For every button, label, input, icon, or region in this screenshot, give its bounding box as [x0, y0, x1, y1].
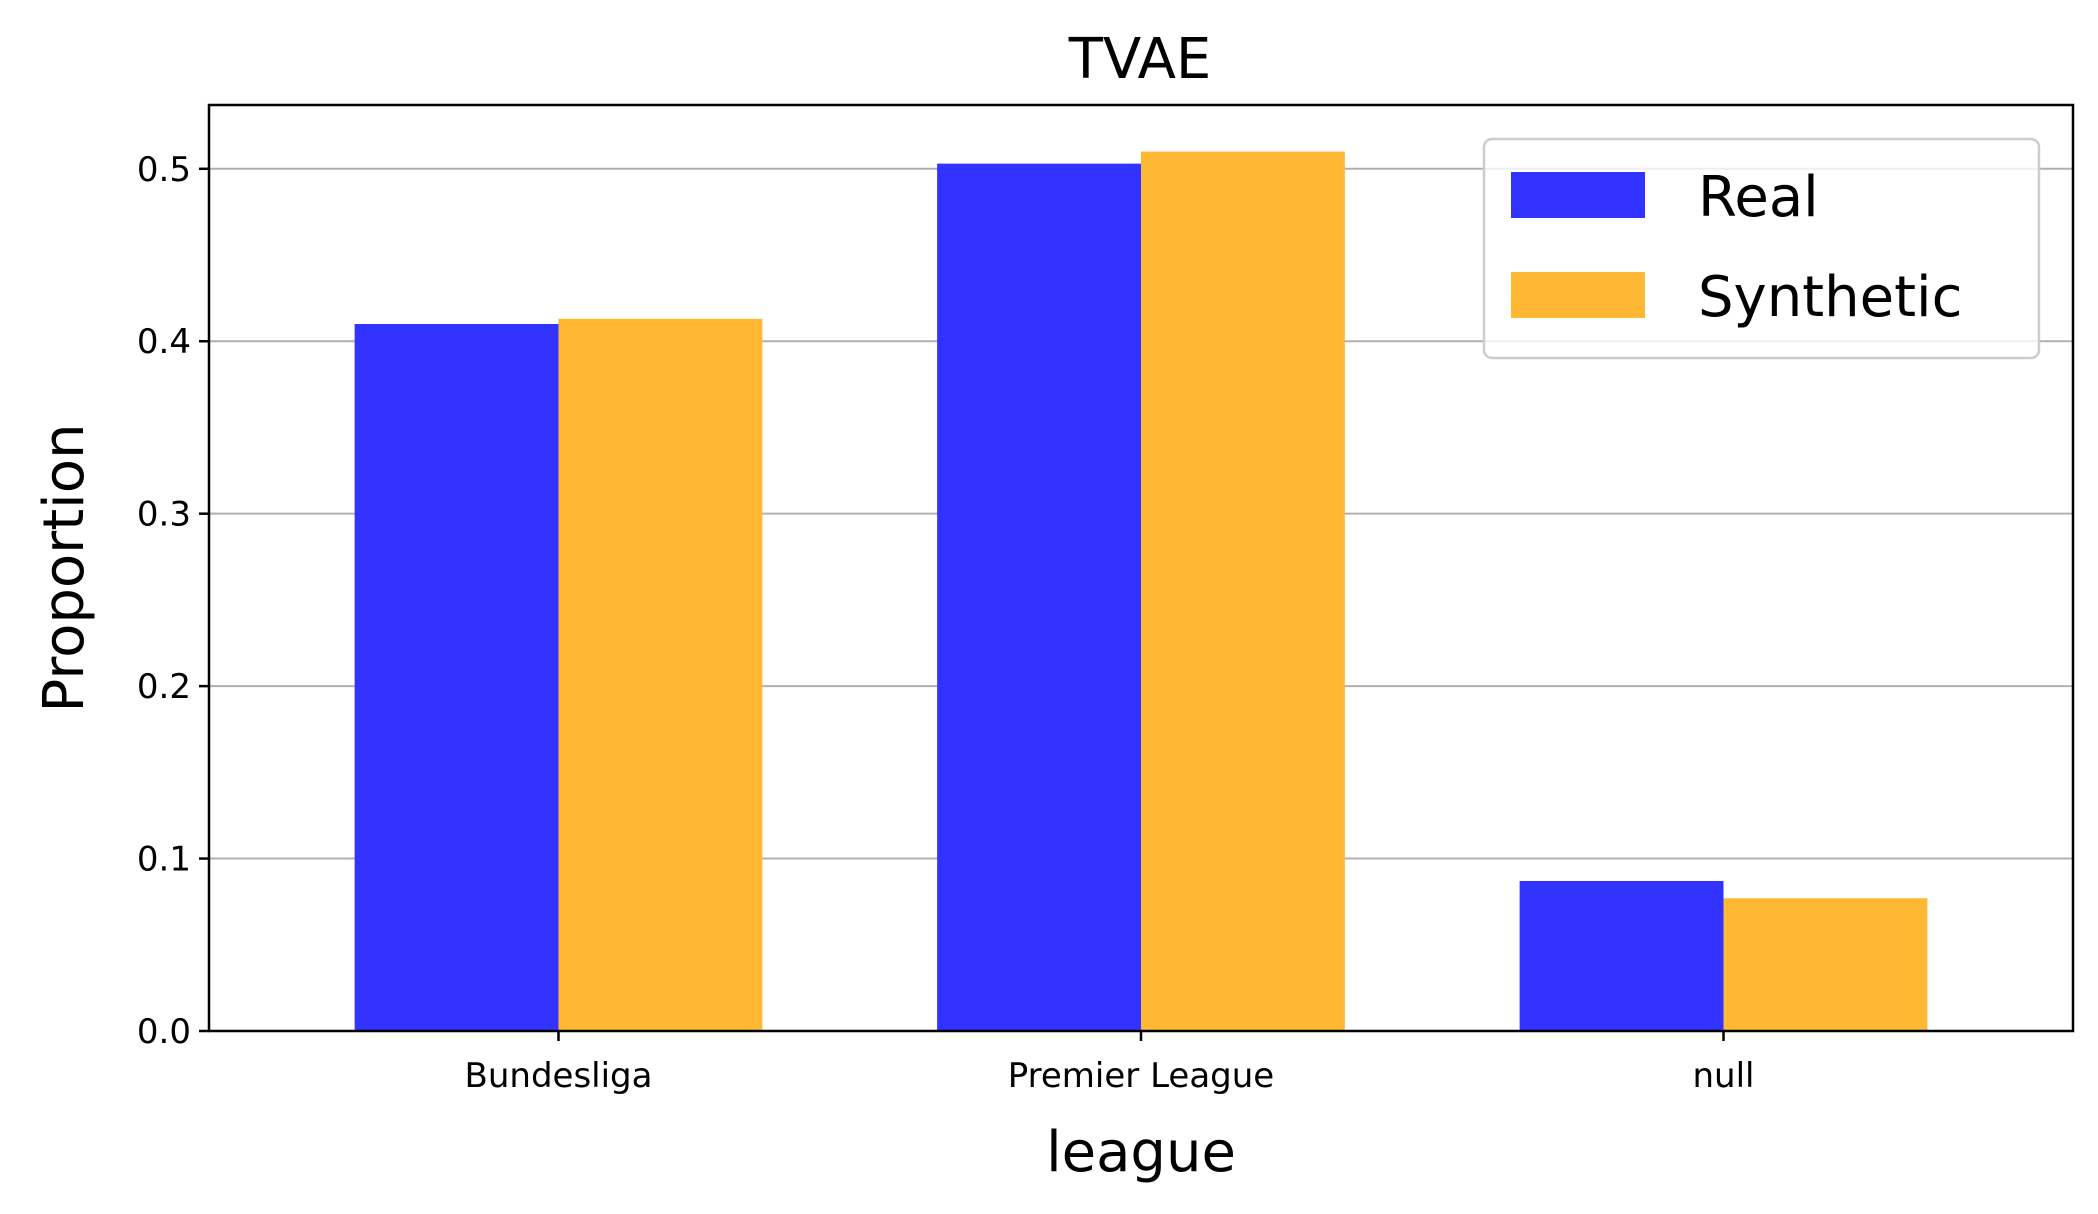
- bar-real-null: [1519, 880, 1724, 1031]
- x-axis-label: league: [1046, 1120, 1236, 1185]
- legend-label-synthetic: Synthetic: [1698, 265, 1962, 330]
- bar-layer: [354, 151, 1928, 1032]
- bar-synthetic-bundesliga: [558, 318, 763, 1031]
- legend-label-real: Real: [1698, 165, 1819, 230]
- bar-real-premier-league: [937, 163, 1141, 1032]
- bar-synthetic-premier-league: [1141, 151, 1345, 1031]
- x-tick-label: Premier League: [1008, 1056, 1274, 1096]
- y-axis-label: Proportion: [32, 424, 97, 713]
- legend: Real Synthetic: [1482, 137, 2041, 360]
- y-tick-label: 0.0: [137, 1012, 191, 1052]
- legend-swatch-synthetic: [1511, 272, 1645, 318]
- y-tick-label: 0.5: [137, 150, 191, 190]
- bar-synthetic-null: [1723, 898, 1928, 1031]
- x-tick-label: null: [1693, 1056, 1755, 1096]
- legend-swatch-real: [1511, 172, 1645, 218]
- y-tick-label: 0.3: [137, 495, 191, 535]
- x-tick-label: Bundesliga: [465, 1056, 653, 1096]
- chart-title: TVAE: [1068, 27, 1212, 92]
- y-tick-label: 0.1: [137, 840, 191, 880]
- y-tick-label: 0.2: [137, 667, 191, 707]
- bar-real-bundesliga: [354, 323, 559, 1031]
- y-tick-label: 0.4: [137, 322, 191, 362]
- tick-layer: 0.0 0.1 0.2 0.3 0.4 0.5 Bundesliga Premier Leag…: [137, 150, 1755, 1096]
